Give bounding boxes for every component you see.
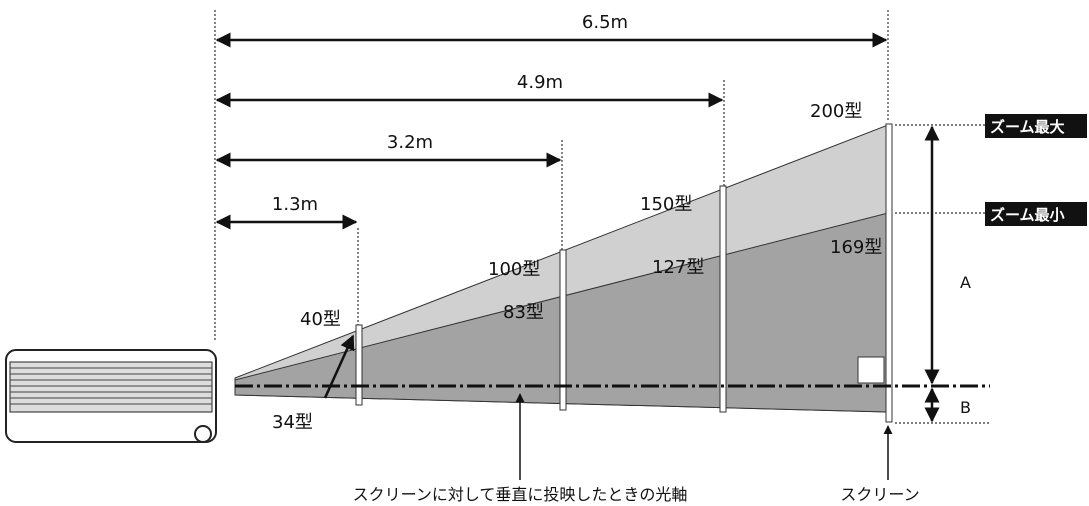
size-label: 83型: [503, 302, 544, 323]
zoom-min-label: ズーム最小: [990, 206, 1065, 224]
size-label: 100型: [488, 259, 540, 280]
dimension-a: A: [960, 273, 971, 292]
size-label: 34型: [272, 412, 313, 433]
size-label: 150型: [640, 194, 692, 215]
optical-axis-caption: スクリーンに対して垂直に投映したときの光軸: [353, 485, 688, 504]
screen-caption: スクリーン: [840, 485, 919, 504]
zoom-tag: [985, 202, 1087, 226]
distance-label: 3.2m: [387, 132, 433, 153]
size-label: 200型: [810, 101, 862, 122]
zoom-max-label: ズーム最大: [990, 118, 1065, 136]
zoom-tag: [985, 114, 1087, 138]
distance-label: 4.9m: [517, 72, 563, 93]
size-label: 40型: [300, 309, 341, 330]
size-label: 169型: [830, 237, 882, 258]
small-square: [857, 356, 885, 384]
distance-label: 6.5m: [582, 12, 628, 33]
guide-lines: [214, 10, 990, 424]
dimension-b: B: [960, 398, 971, 417]
projector: [5, 349, 217, 443]
distance-arrows: [215, 32, 940, 480]
screens: [355, 123, 893, 423]
distance-label: 1.3m: [272, 194, 318, 215]
size-label: 127型: [652, 257, 704, 278]
